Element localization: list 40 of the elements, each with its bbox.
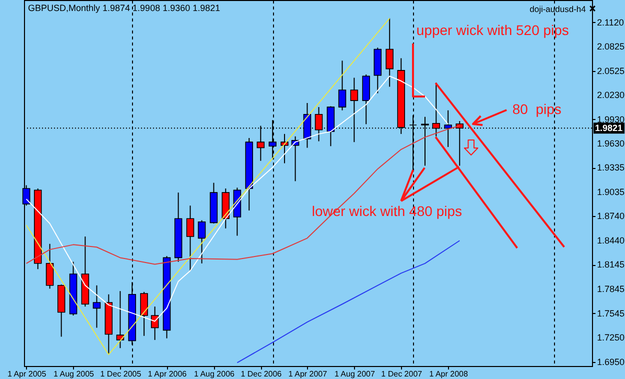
candlestick xyxy=(198,220,206,264)
x-tick-label: 1 Apr 2006 xyxy=(148,370,188,378)
y-tick-label: 1.7545 xyxy=(597,308,625,318)
y-tick-label: 1.8145 xyxy=(597,260,625,270)
y-tick-label: 2.0825 xyxy=(597,41,625,52)
annotation: upper wick with 520 pips xyxy=(416,22,569,38)
y-tick-label: 1.9630 xyxy=(597,138,625,149)
y-tick-label: 1.9335 xyxy=(597,162,625,173)
candlestick xyxy=(140,291,148,336)
y-tick-label: 1.6950 xyxy=(597,356,625,367)
candlestick xyxy=(116,290,124,349)
candlestick xyxy=(92,284,101,328)
chart-title: GBPUSD,Monthly 1.9874 1.9908 1.9360 1.9821 xyxy=(28,3,220,13)
candlestick xyxy=(338,60,346,111)
x-tick-label: 1 Apr 2007 xyxy=(288,370,328,378)
candlestick xyxy=(186,205,194,272)
annotation: doji-audusd-h4 xyxy=(530,4,586,14)
x-tick-label: 1 Dec 2007 xyxy=(381,370,423,378)
y-tick-label: 2.0230 xyxy=(597,90,625,100)
x-tick-label: 1 Aug 2005 xyxy=(54,370,95,378)
y-tick-label: 2.1120 xyxy=(597,17,624,28)
y-tick-label: 1.9035 xyxy=(597,187,625,198)
candlestick xyxy=(46,243,54,290)
x-tick-label: 1 Apr 2008 xyxy=(429,370,468,378)
x-tick-label: 1 Dec 2005 xyxy=(100,370,142,378)
y-tick-label: 1.8440 xyxy=(597,236,625,246)
y-tick-label: 1.9930 xyxy=(597,114,625,124)
y-tick-label: 1.7845 xyxy=(597,284,625,294)
annotation: 80 pips xyxy=(512,101,562,117)
candlestick xyxy=(444,110,452,148)
ref-line-label: 1.9821 xyxy=(595,123,623,134)
line-series xyxy=(236,240,460,364)
x-tick-label: 1 Dec 2006 xyxy=(240,370,282,378)
x-tick-label: 1 Aug 2006 xyxy=(194,370,236,378)
x-tick-label: 1 Aug 2007 xyxy=(334,370,376,378)
y-tick-label: 1.8740 xyxy=(597,211,625,222)
y-tick-label: 1.7250 xyxy=(597,332,625,342)
candlestick xyxy=(386,18,394,88)
y-tick-label: 2.0525 xyxy=(597,66,625,76)
x-tick-label: 1 Apr 2005 xyxy=(7,370,47,378)
